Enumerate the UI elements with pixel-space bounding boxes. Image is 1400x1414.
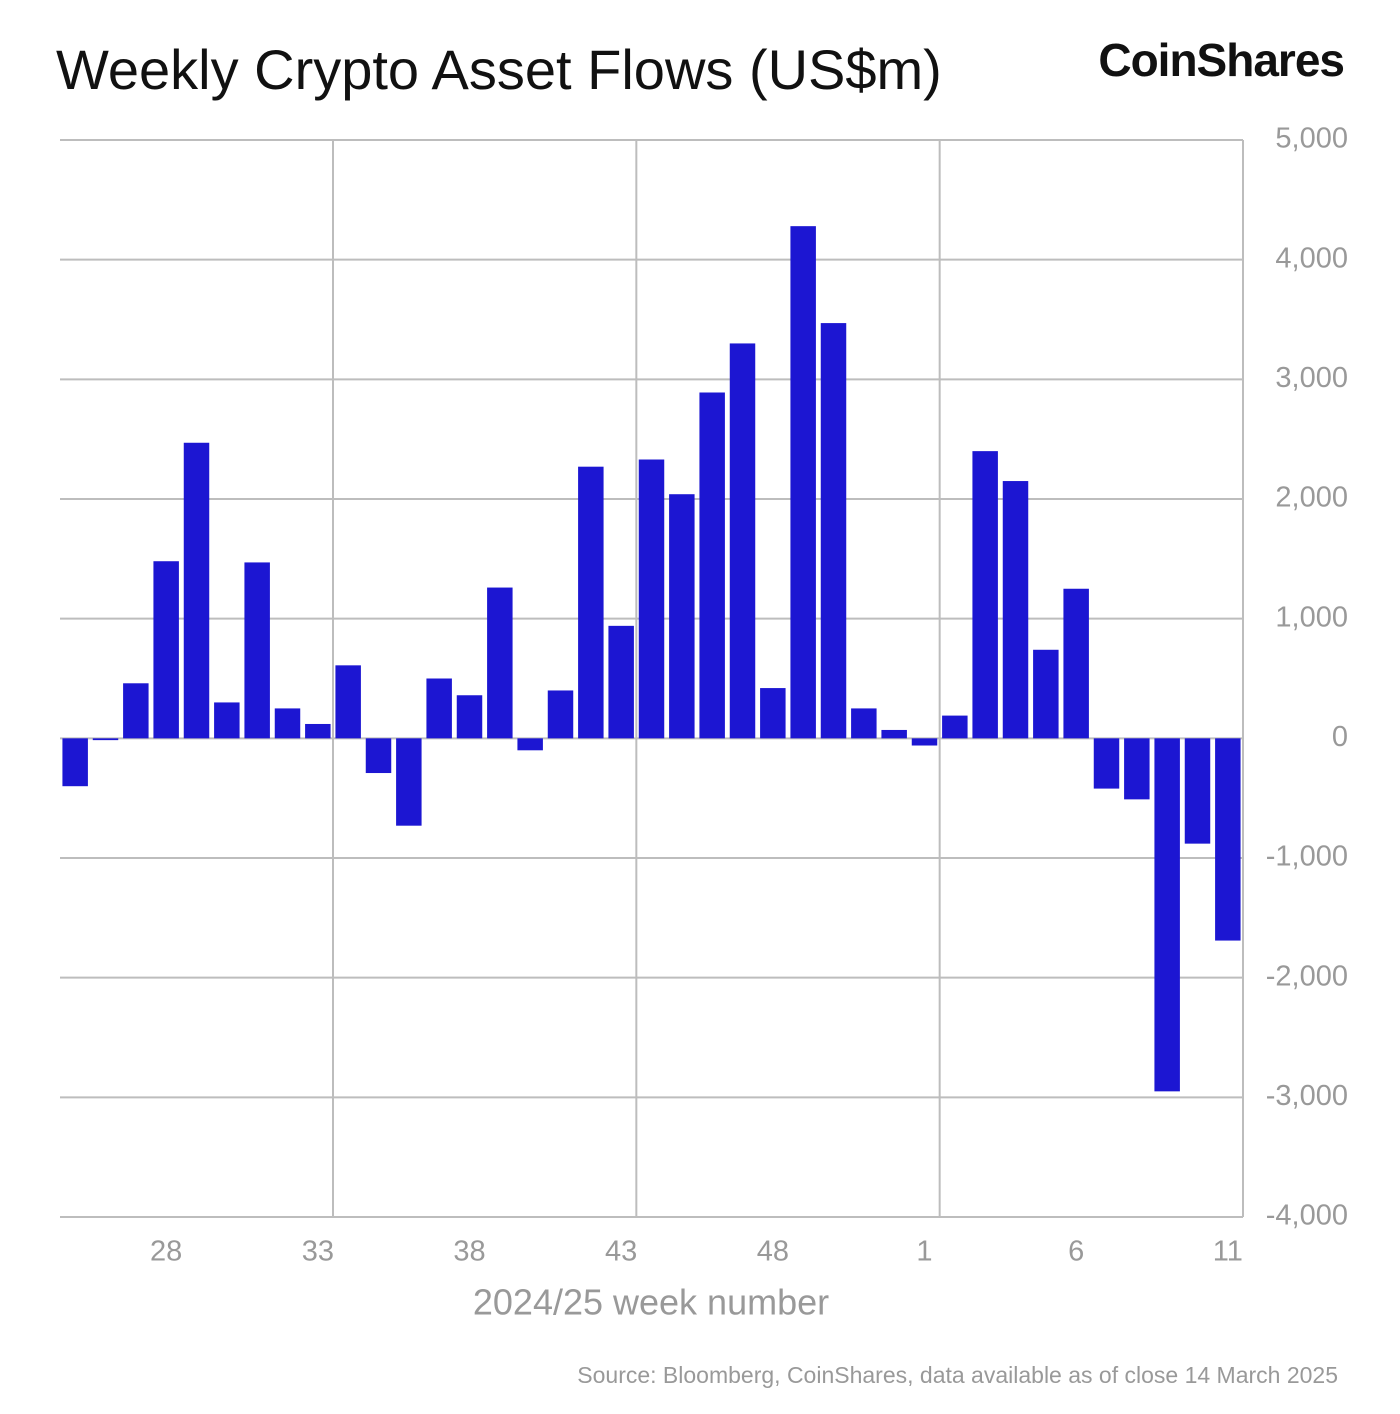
bar bbox=[123, 683, 149, 739]
bar bbox=[972, 451, 998, 739]
chart-title: Weekly Crypto Asset Flows (US$m) bbox=[56, 38, 942, 101]
bar bbox=[669, 494, 695, 739]
y-tick-label: 0 bbox=[1332, 721, 1348, 753]
bar bbox=[1124, 738, 1150, 800]
bar bbox=[183, 442, 210, 739]
x-tick-label: 48 bbox=[757, 1236, 789, 1268]
y-tick-label: 5,000 bbox=[1275, 123, 1348, 155]
y-tick-label: 3,000 bbox=[1275, 362, 1348, 394]
bar bbox=[365, 738, 392, 774]
brand-logo: CoinShares bbox=[1098, 34, 1344, 86]
bar bbox=[1154, 738, 1180, 1092]
bar bbox=[153, 561, 179, 739]
bar bbox=[62, 738, 88, 787]
x-tick-label: 1 bbox=[916, 1236, 932, 1268]
x-tick-label: 6 bbox=[1068, 1236, 1084, 1268]
x-tick-label: 28 bbox=[150, 1236, 182, 1268]
bar bbox=[274, 708, 301, 739]
y-tick-label: 4,000 bbox=[1275, 242, 1348, 274]
bar bbox=[942, 715, 968, 739]
bar bbox=[396, 738, 422, 826]
y-tick-label: -1,000 bbox=[1266, 841, 1348, 873]
bar bbox=[881, 729, 907, 739]
x-tick-label: 33 bbox=[302, 1236, 334, 1268]
bar bbox=[426, 678, 452, 739]
bar bbox=[456, 695, 483, 739]
bar bbox=[1093, 738, 1120, 789]
bar bbox=[1215, 738, 1241, 941]
bar bbox=[1002, 481, 1029, 739]
x-tick-label: 11 bbox=[1213, 1236, 1243, 1268]
bar bbox=[851, 708, 877, 739]
x-tick-label: 43 bbox=[605, 1236, 637, 1268]
bar bbox=[335, 665, 361, 739]
bar bbox=[547, 690, 574, 739]
bar bbox=[92, 738, 119, 741]
bar bbox=[1184, 738, 1211, 844]
y-tick-label: -2,000 bbox=[1266, 960, 1348, 992]
source-note: Source: Bloomberg, CoinShares, data avai… bbox=[577, 1362, 1338, 1388]
bar bbox=[638, 459, 665, 739]
bar bbox=[608, 625, 634, 739]
bar bbox=[578, 466, 604, 739]
bar bbox=[911, 738, 938, 746]
bar bbox=[214, 702, 240, 739]
bar bbox=[790, 226, 816, 739]
y-tick-label: -3,000 bbox=[1266, 1080, 1348, 1112]
y-tick-label: -4,000 bbox=[1266, 1200, 1348, 1232]
bar bbox=[1033, 649, 1059, 739]
x-axis-label: 2024/25 week number bbox=[473, 1282, 829, 1323]
bar bbox=[305, 723, 331, 739]
bar bbox=[729, 343, 756, 739]
x-tick-label: 38 bbox=[453, 1236, 485, 1268]
bar bbox=[487, 587, 513, 739]
bar bbox=[760, 688, 786, 739]
bar bbox=[1063, 588, 1089, 739]
y-tick-label: 2,000 bbox=[1275, 482, 1348, 514]
bar bbox=[517, 738, 543, 751]
bar bbox=[244, 562, 270, 739]
bar bbox=[820, 323, 847, 739]
bar bbox=[699, 392, 725, 739]
y-tick-label: 1,000 bbox=[1275, 601, 1348, 633]
